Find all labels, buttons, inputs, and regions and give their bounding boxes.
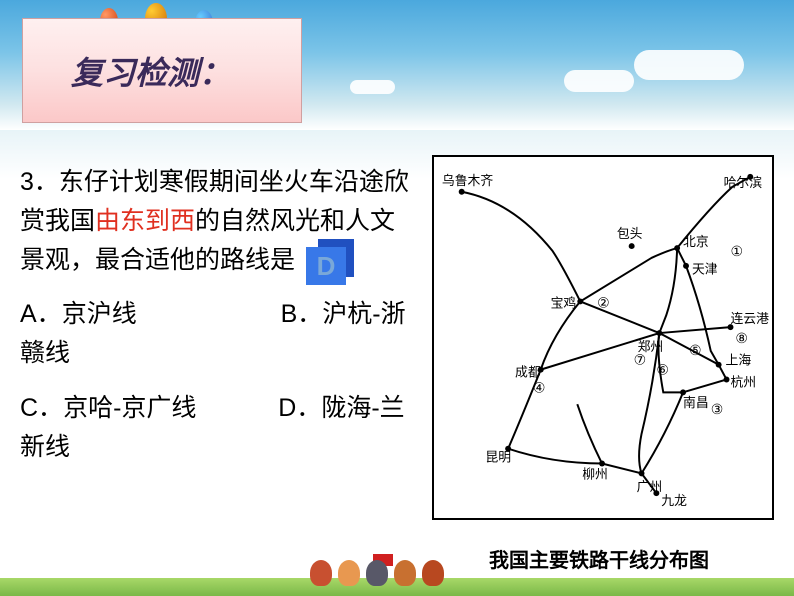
svg-text:上海: 上海 [726,354,752,368]
cloud-deco [350,80,395,94]
option-c-text: 京哈-京广线 [63,394,196,422]
question-content: 3．东仔计划寒假期间坐火车沿途欣赏我国由东到西的自然风光和人文景观，最合适他的路… [20,163,420,466]
question-text: 3．东仔计划寒假期间坐火车沿途欣赏我国由东到西的自然风光和人文景观，最合适他的路… [20,163,420,279]
svg-text:哈尔滨: 哈尔滨 [724,175,763,190]
svg-text:①: ① [730,244,742,259]
svg-text:南昌: 南昌 [683,395,709,410]
svg-text:广州: 广州 [637,480,663,494]
svg-text:④: ④ [533,380,545,395]
option-c-label: C． [20,394,63,422]
option-a-text: 京沪线 [62,300,137,328]
title-box: 复习检测： [22,18,302,123]
svg-text:九龙: 九龙 [661,494,687,508]
question-highlight: 由东到西 [95,207,195,235]
question-number: 3． [20,168,59,196]
option-b-label: B． [281,300,323,328]
cloud-deco [634,50,744,80]
svg-text:包头: 包头 [617,227,643,241]
svg-text:⑦: ⑦ [634,353,646,368]
svg-text:杭州: 杭州 [730,375,756,389]
svg-text:连云港: 连云港 [730,311,769,326]
svg-text:乌鲁木齐: 乌鲁木齐 [442,173,493,188]
svg-text:昆明: 昆明 [485,451,511,465]
svg-text:天津: 天津 [692,263,718,277]
map-svg: 乌鲁木齐 哈尔滨 包头 北京 天津 宝鸡 郑州 连云港 上海 杭州 成都 南昌 … [434,157,772,518]
svg-text:⑤: ⑤ [689,343,701,358]
slide-title: 复习检测： [71,48,231,94]
svg-text:②: ② [597,295,609,310]
svg-text:成都: 成都 [515,366,541,380]
option-d-label: D． [278,394,321,422]
svg-text:⑥: ⑥ [656,363,668,378]
answer-reveal-box: D [302,243,358,279]
hidden-answer: D [317,246,336,286]
options-block: A．京沪线 B．沪杭-浙赣线 [20,295,420,373]
svg-text:⑧: ⑧ [735,331,747,346]
option-a-label: A． [20,300,62,328]
svg-text:宝鸡: 宝鸡 [551,295,577,310]
svg-text:柳州: 柳州 [582,467,608,481]
map-caption: 我国主要铁路干线分布图 [434,544,764,573]
svg-text:北京: 北京 [683,235,709,249]
railway-map: 乌鲁木齐 哈尔滨 包头 北京 天津 宝鸡 郑州 连云港 上海 杭州 成都 南昌 … [432,155,774,520]
svg-text:③: ③ [711,402,723,417]
cloud-deco [564,70,634,92]
options-block-2: C．京哈-京广线 D．陇海-兰新线 [20,389,420,467]
footer-characters [310,560,444,586]
